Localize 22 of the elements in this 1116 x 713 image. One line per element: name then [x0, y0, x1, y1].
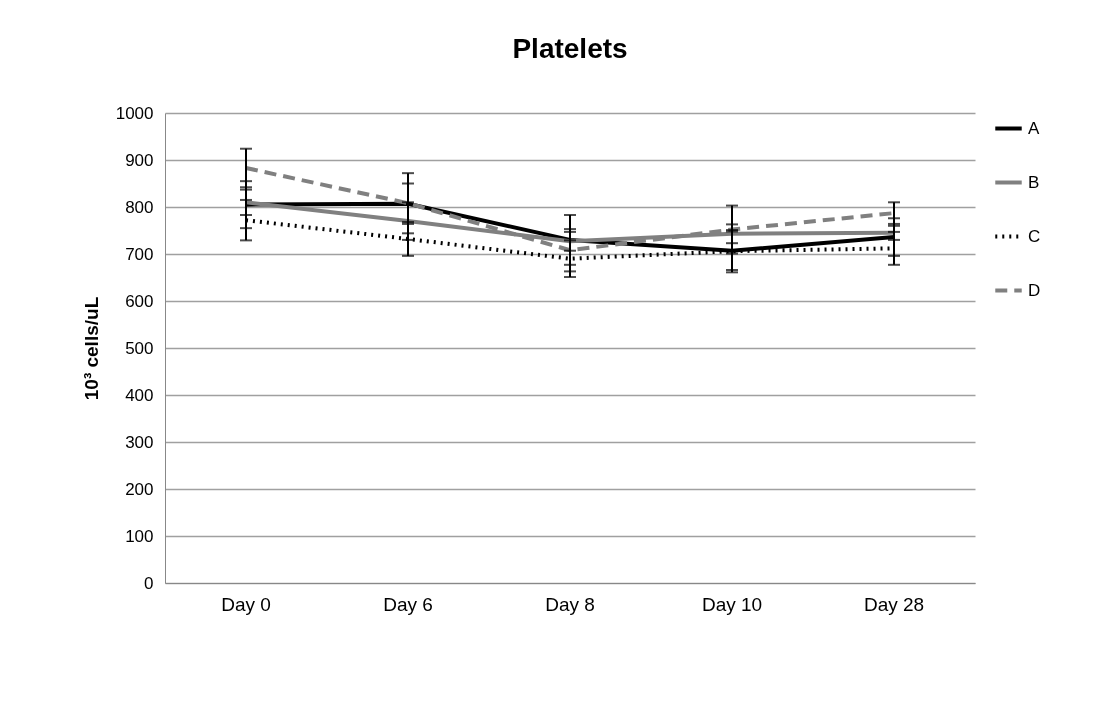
y-tick-label: 1000 — [115, 103, 154, 123]
y-tick-label: 600 — [125, 291, 154, 311]
x-tick-label: Day 0 — [221, 593, 271, 615]
x-tick-label: Day 6 — [383, 593, 433, 615]
chart-title: Platelets — [512, 33, 628, 64]
legend-label: B — [1028, 172, 1040, 192]
y-tick-label: 400 — [125, 385, 154, 405]
x-tick-label: Day 8 — [545, 593, 595, 615]
y-tick-label: 200 — [125, 479, 154, 499]
y-tick-label: 300 — [125, 432, 154, 452]
y-tick-label: 500 — [125, 338, 154, 358]
legend-label: D — [1028, 280, 1041, 300]
x-tick-label: Day 10 — [701, 593, 763, 615]
y-tick-label: 100 — [125, 526, 154, 546]
legend-label: A — [1028, 118, 1040, 138]
x-tick-label: Day 28 — [863, 593, 925, 615]
y-tick-label: 900 — [125, 150, 154, 170]
legend-label: C — [1028, 226, 1041, 246]
y-axis-title: 10³ cells/uL — [80, 296, 102, 401]
y-tick-label: 800 — [125, 197, 154, 217]
y-tick-label: 700 — [125, 244, 154, 264]
y-tick-label: 0 — [144, 573, 154, 593]
